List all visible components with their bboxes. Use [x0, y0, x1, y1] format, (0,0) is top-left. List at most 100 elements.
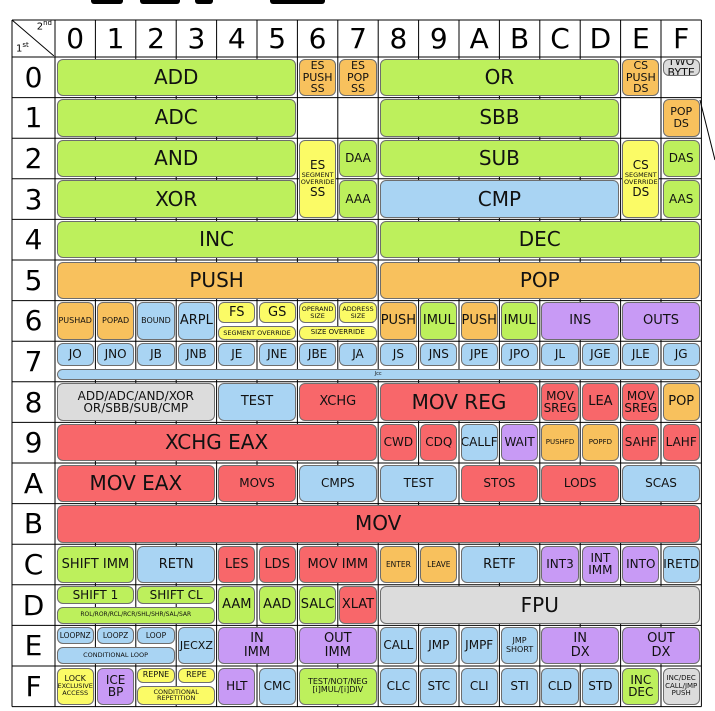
- row-header-6: 6: [24, 304, 43, 338]
- opcode-label: STOS: [483, 476, 516, 490]
- opcode-ja: JA: [339, 342, 377, 367]
- opcode-label: RETF: [483, 556, 516, 572]
- column-header-e: E: [631, 22, 650, 55]
- column-header-1: 1: [106, 22, 125, 55]
- opcode-label: IMUL: [422, 313, 455, 329]
- opcode-mov-eax: MOV EAX: [56, 464, 216, 503]
- opcode-aaa: AAA: [339, 180, 377, 218]
- opcode-label: LAHF: [665, 435, 697, 450]
- column-header-c: C: [550, 22, 570, 55]
- opcode-mov-sreg-8e: MOV SREG: [622, 383, 660, 421]
- opcode-label: XCHG EAX: [165, 430, 269, 455]
- opcode-label: Jcc: [374, 371, 382, 378]
- opcode-imul-6b: IMUL: [500, 302, 539, 340]
- opcode-label: PUSHFD: [545, 438, 575, 447]
- opcode-label: CALLF: [460, 435, 498, 450]
- row-header-a: A: [23, 466, 44, 500]
- opcode-label: INTO: [626, 557, 656, 572]
- opcode-label: POP: [668, 394, 695, 410]
- opcode-arpl: ARPL: [177, 302, 216, 340]
- opcode-shift-ops: ROL/ROR/RCL/RCR/SHL/SHR/SAL/SAR: [56, 606, 216, 624]
- opcode-cs-ds-override: CS SEGMENT OVERRIDE DS: [622, 139, 660, 218]
- opcode-label: ICE BP: [105, 672, 126, 700]
- opcode-or: OR: [379, 58, 620, 97]
- opcode-scas: SCAS: [622, 464, 700, 503]
- opcode-shift-1: SHIFT 1: [56, 586, 135, 604]
- opcode-aam: AAM: [218, 586, 256, 624]
- opcode-label: ES POP SS: [347, 58, 369, 96]
- opcode-label: SIZE OVERRIDE: [310, 328, 365, 337]
- opcode-label: POP: [519, 267, 560, 292]
- opcode-label: TEST/NOT/NEG [i]MUL/[i]DIV: [307, 676, 368, 695]
- opcode-label: ARPL: [179, 313, 213, 329]
- opcode-jb: JB: [137, 342, 175, 367]
- opcode-xchg-86: XCHG: [298, 383, 377, 421]
- opcode-label: DEC: [518, 227, 561, 252]
- opcode-label: JA: [352, 347, 364, 362]
- opcode-label: LODS: [563, 476, 597, 490]
- opcode-label: STD: [588, 679, 613, 693]
- opcode-test-84: TEST: [218, 383, 296, 421]
- opcode-label: TEST: [403, 476, 434, 490]
- opcode-lods: LODS: [541, 464, 620, 503]
- opcode-label: INT3: [546, 557, 574, 572]
- row-header-b: B: [23, 507, 44, 541]
- opcode-int-imm: INT IMM: [581, 545, 620, 584]
- opcode-label: ADD/ADC/AND/XOR OR/SBB/SUB/CMP: [77, 388, 194, 416]
- opcode-label: SALC: [300, 597, 335, 613]
- opcode-label: CMP: [477, 186, 522, 211]
- opcode-address-size: ADDRESS SIZE: [339, 302, 377, 324]
- row-header-e: E: [24, 629, 43, 663]
- opcode-label: JNS: [428, 347, 449, 362]
- column-header-6: 6: [308, 22, 327, 55]
- opcode-label: JO: [68, 347, 82, 362]
- column-header-d: D: [589, 22, 612, 55]
- opcode-je: JE: [218, 342, 256, 367]
- opcode-jcc: Jcc: [56, 369, 700, 381]
- opcode-mov: MOV: [56, 505, 700, 543]
- opcode-operand-size: OPERAND SIZE: [298, 302, 337, 324]
- opcode-outs: OUTS: [622, 302, 700, 340]
- opcode-label: CS PUSH DS: [625, 58, 656, 96]
- opcode-lahf: LAHF: [662, 423, 700, 462]
- opcode-repne: REPNE: [137, 667, 175, 683]
- opcode-label: SEGMENT OVERRIDE: [223, 328, 291, 337]
- opcode-label: OR: [484, 64, 515, 89]
- opcode-aas: AAS: [662, 180, 700, 218]
- opcode-label: REPNE: [142, 669, 170, 679]
- opcode-clc: CLC: [379, 667, 418, 706]
- opcode-label: SCAS: [645, 476, 677, 490]
- opcode-mov-sreg-8c: MOV SREG: [541, 383, 579, 421]
- opcode-label: MOVS: [239, 476, 275, 490]
- opcode-mov-imm: MOV IMM: [298, 545, 377, 584]
- opcode-cmc: CMC: [258, 667, 296, 706]
- opcode-label: JMP: [428, 638, 450, 653]
- opcode-label: XOR: [155, 186, 198, 211]
- opcode-push-imm8: PUSH: [460, 302, 498, 340]
- opcode-label: SUB: [478, 145, 520, 170]
- opcode-label: ENTER: [385, 559, 411, 569]
- row-header-1: 1: [24, 101, 43, 135]
- row-header-4: 4: [24, 223, 43, 257]
- opcode-label: PUSH: [461, 313, 497, 329]
- opcode-jmp: JMP: [420, 626, 458, 665]
- opcode-enter: ENTER: [379, 545, 418, 584]
- opcode-label: FPU: [520, 592, 559, 617]
- opcode-label: CDQ: [425, 435, 453, 450]
- opcode-label: ES PUSH SS: [302, 58, 333, 96]
- opcode-label: JL: [554, 347, 566, 362]
- opcode-in-dx: IN DX: [541, 626, 620, 665]
- opcode-label: CONDITIONAL REPETITION: [153, 687, 199, 703]
- opcode-label: JS: [392, 347, 404, 362]
- opcode-inc-dec: INC DEC: [622, 667, 660, 706]
- opcode-label: AAM: [222, 597, 252, 613]
- row-header-c: C: [23, 547, 44, 581]
- opcode-wait: WAIT: [500, 423, 539, 462]
- opcode-label: INC: [199, 227, 234, 252]
- opcode-label: STI: [510, 679, 529, 693]
- opcode-label: MOV REG: [411, 389, 507, 414]
- opcode-label: FS: [229, 304, 245, 320]
- opcode-jle: JLE: [622, 342, 660, 367]
- opcode-label: LES: [224, 556, 249, 572]
- opcode-label: IRETD: [663, 557, 700, 572]
